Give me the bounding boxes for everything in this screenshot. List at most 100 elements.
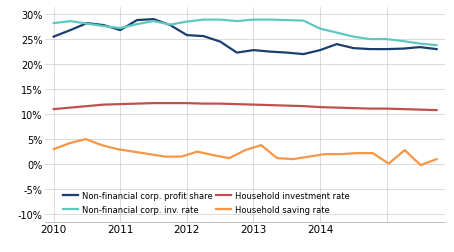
Non-financial corp. profit share (301, 53, 306, 56)
Household saving rate (147, 153, 152, 156)
Household saving rate (274, 157, 280, 160)
Non-financial corp. inv. rate (201, 19, 206, 22)
Non-financial corp. inv. rate (350, 36, 356, 39)
Non-financial corp. inv. rate (367, 38, 373, 41)
Household investment rate (301, 105, 306, 108)
Household investment rate (184, 102, 190, 105)
Non-financial corp. inv. rate (400, 40, 406, 43)
Household saving rate (386, 163, 391, 166)
Non-financial corp. inv. rate (384, 38, 390, 41)
Non-financial corp. profit share (201, 36, 206, 39)
Non-financial corp. profit share (118, 29, 123, 33)
Line: Household investment rate: Household investment rate (54, 104, 437, 111)
Non-financial corp. inv. rate (301, 20, 306, 23)
Household saving rate (178, 155, 184, 159)
Household saving rate (338, 153, 344, 156)
Non-financial corp. inv. rate (317, 28, 323, 31)
Household investment rate (251, 104, 256, 107)
Non-financial corp. inv. rate (101, 25, 106, 28)
Household saving rate (418, 164, 424, 167)
Non-financial corp. profit share (434, 48, 439, 51)
Line: Household saving rate: Household saving rate (54, 140, 437, 166)
Non-financial corp. profit share (234, 52, 240, 55)
Household saving rate (258, 144, 264, 147)
Household saving rate (115, 148, 120, 151)
Household saving rate (67, 142, 72, 145)
Non-financial corp. profit share (267, 51, 273, 54)
Non-financial corp. inv. rate (234, 20, 240, 23)
Household saving rate (370, 152, 375, 155)
Non-financial corp. inv. rate (284, 19, 290, 22)
Non-financial corp. profit share (334, 43, 340, 46)
Non-financial corp. profit share (134, 19, 140, 22)
Non-financial corp. profit share (367, 48, 373, 51)
Non-financial corp. inv. rate (217, 19, 223, 22)
Household saving rate (131, 150, 136, 153)
Non-financial corp. inv. rate (267, 19, 273, 22)
Household saving rate (163, 155, 168, 159)
Household investment rate (118, 103, 123, 106)
Non-financial corp. profit share (217, 41, 223, 44)
Non-financial corp. profit share (384, 48, 390, 51)
Non-financial corp. profit share (84, 22, 90, 25)
Household saving rate (242, 149, 248, 152)
Non-financial corp. profit share (168, 24, 173, 27)
Household saving rate (51, 148, 56, 151)
Household saving rate (227, 157, 232, 160)
Household investment rate (400, 108, 406, 111)
Household investment rate (51, 108, 56, 111)
Non-financial corp. profit share (284, 52, 290, 55)
Household investment rate (68, 107, 73, 110)
Non-financial corp. inv. rate (434, 44, 439, 47)
Household investment rate (217, 103, 223, 106)
Household investment rate (151, 102, 156, 105)
Household investment rate (201, 103, 206, 106)
Legend: Non-financial corp. profit share, Non-financial corp. inv. rate, Household inves: Non-financial corp. profit share, Non-fi… (62, 190, 351, 215)
Household investment rate (367, 108, 373, 111)
Household investment rate (434, 109, 439, 112)
Non-financial corp. inv. rate (417, 43, 423, 46)
Household saving rate (195, 150, 200, 153)
Non-financial corp. inv. rate (151, 20, 156, 23)
Household investment rate (101, 104, 106, 107)
Non-financial corp. inv. rate (134, 23, 140, 26)
Household saving rate (306, 155, 312, 159)
Line: Non-financial corp. inv. rate: Non-financial corp. inv. rate (54, 20, 437, 46)
Household saving rate (99, 144, 104, 147)
Household saving rate (434, 158, 439, 161)
Household saving rate (354, 152, 360, 155)
Household saving rate (211, 154, 216, 157)
Non-financial corp. inv. rate (184, 21, 190, 24)
Line: Non-financial corp. profit share: Non-financial corp. profit share (54, 20, 437, 55)
Non-financial corp. profit share (151, 18, 156, 21)
Non-financial corp. inv. rate (68, 20, 73, 23)
Household saving rate (402, 149, 407, 152)
Non-financial corp. inv. rate (334, 32, 340, 35)
Non-financial corp. profit share (251, 49, 256, 52)
Non-financial corp. profit share (350, 47, 356, 50)
Household saving rate (290, 158, 296, 161)
Household investment rate (317, 106, 323, 109)
Non-financial corp. inv. rate (251, 19, 256, 22)
Household investment rate (168, 102, 173, 105)
Household investment rate (267, 104, 273, 107)
Household investment rate (84, 105, 90, 108)
Household investment rate (334, 107, 340, 110)
Household saving rate (83, 138, 89, 141)
Household investment rate (417, 109, 423, 112)
Non-financial corp. profit share (51, 36, 56, 39)
Non-financial corp. profit share (184, 35, 190, 38)
Non-financial corp. profit share (400, 48, 406, 51)
Non-financial corp. profit share (317, 49, 323, 52)
Non-financial corp. profit share (68, 29, 73, 33)
Non-financial corp. inv. rate (118, 27, 123, 30)
Household investment rate (350, 107, 356, 110)
Household investment rate (284, 105, 290, 108)
Non-financial corp. inv. rate (84, 23, 90, 26)
Non-financial corp. profit share (101, 24, 106, 27)
Non-financial corp. profit share (417, 46, 423, 49)
Household saving rate (322, 153, 328, 156)
Household investment rate (134, 103, 140, 106)
Household investment rate (234, 103, 240, 106)
Non-financial corp. inv. rate (168, 24, 173, 27)
